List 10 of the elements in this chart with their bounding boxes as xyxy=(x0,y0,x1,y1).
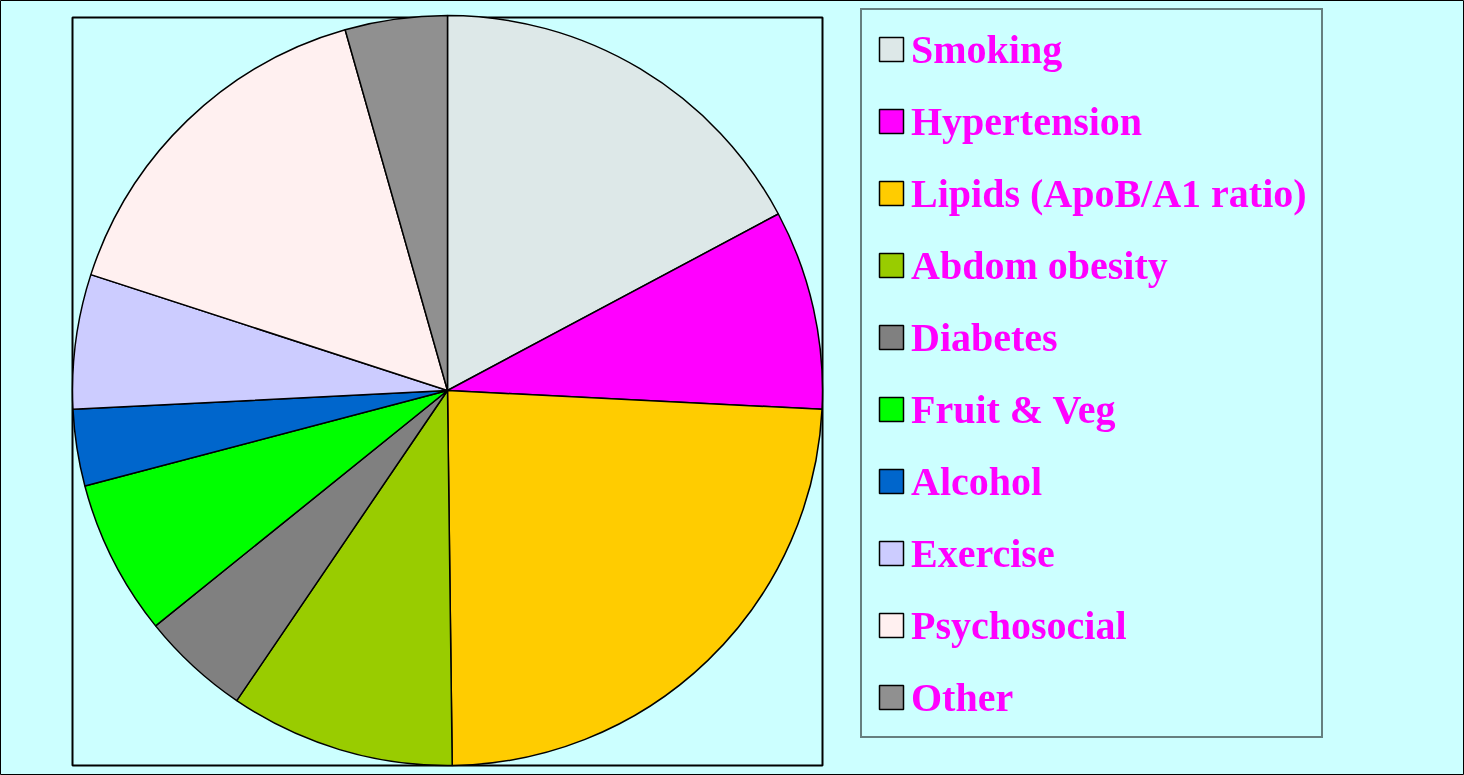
legend-label: Psychosocial xyxy=(911,601,1127,650)
legend-label: Hypertension xyxy=(911,97,1143,146)
legend-label: Lipids (ApoB/A1 ratio) xyxy=(911,169,1307,218)
legend-label: Abdom obesity xyxy=(911,241,1168,290)
legend-label: Other xyxy=(911,673,1014,722)
legend-label: Fruit & Veg xyxy=(911,385,1116,434)
legend-label: Exercise xyxy=(911,529,1055,578)
legend-label: Alcohol xyxy=(911,457,1043,506)
legend-label: Diabetes xyxy=(911,313,1058,362)
legend-label: Smoking xyxy=(911,25,1063,74)
